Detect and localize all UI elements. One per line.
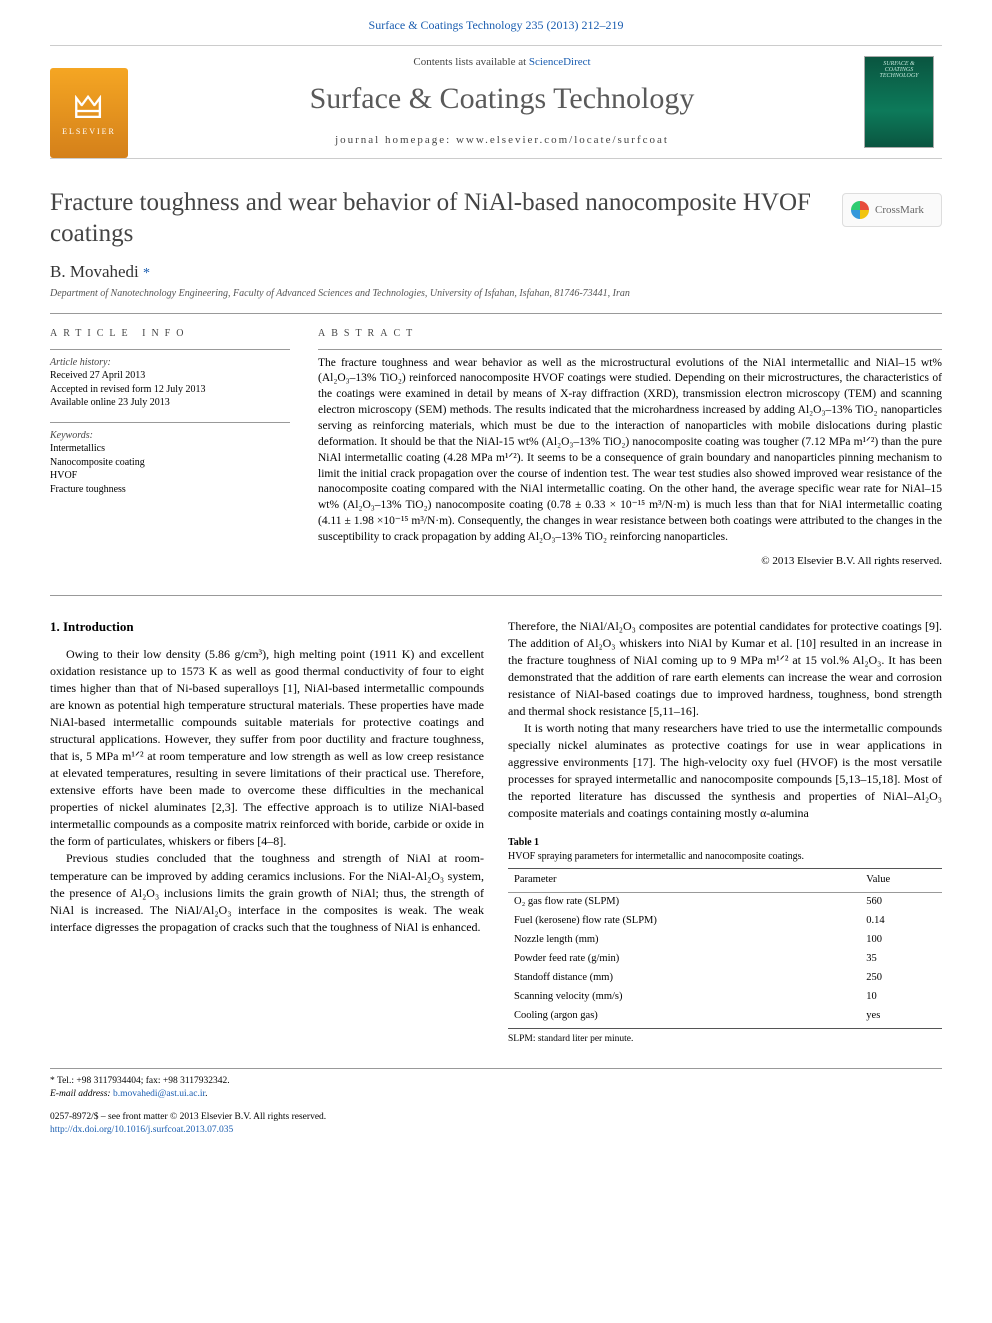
right-column: Therefore, the NiAl/Al₂O₃ composites are… <box>508 618 942 1046</box>
citation-header: Surface & Coatings Technology 235 (2013)… <box>0 0 992 45</box>
table1-note: SLPM: standard liter per minute. <box>508 1033 942 1046</box>
publisher-name: ELSEVIER <box>62 127 116 136</box>
table-row: Fuel (kerosene) flow rate (SLPM)0.14 <box>508 912 942 931</box>
email-line: E-mail address: b.movahedi@ast.ui.ac.ir. <box>50 1088 942 1101</box>
keyword: Nanocomposite coating <box>50 456 290 470</box>
paragraph: Owing to their low density (5.86 g/cm³),… <box>50 646 484 850</box>
table-cell-param: Standoff distance (mm) <box>508 969 860 988</box>
table1-label: Table 1 <box>508 837 539 848</box>
front-matter: 0257-8972/$ – see front matter © 2013 El… <box>50 1111 942 1124</box>
table-cell-param: Powder feed rate (g/min) <box>508 950 860 969</box>
author-name: B. Movahedi <box>50 262 139 281</box>
abstract-col: ABSTRACT The fracture toughness and wear… <box>318 328 942 581</box>
paragraph: Previous studies concluded that the toug… <box>50 850 484 935</box>
col-header: Value <box>860 869 942 893</box>
header-center: Contents lists available at ScienceDirec… <box>140 46 864 158</box>
contents-prefix: Contents lists available at <box>413 56 528 68</box>
homepage-line: journal homepage: www.elsevier.com/locat… <box>140 134 864 146</box>
doi-link[interactable]: http://dx.doi.org/10.1016/j.surfcoat.201… <box>50 1125 233 1135</box>
sciencedirect-link[interactable]: ScienceDirect <box>529 56 591 68</box>
crossmark-label: CrossMark <box>875 204 924 216</box>
article-info-label: ARTICLE INFO <box>50 328 290 339</box>
keyword: Intermetallics <box>50 442 290 456</box>
email-link[interactable]: b.movahedi@ast.ui.ac.ir <box>113 1089 205 1099</box>
left-column: 1. Introduction Owing to their low densi… <box>50 618 484 1046</box>
keyword: Fracture toughness <box>50 483 290 497</box>
table1-caption: Table 1 HVOF spraying parameters for int… <box>508 836 942 864</box>
journal-title: Surface & Coatings Technology <box>140 82 864 116</box>
journal-cover-thumb: SURFACE & COATINGS TECHNOLOGY <box>864 56 934 148</box>
body-columns: 1. Introduction Owing to their low densi… <box>50 618 942 1046</box>
keywords-label: Keywords: <box>50 429 290 443</box>
table-cell-value: yes <box>860 1007 942 1028</box>
affiliation: Department of Nanotechnology Engineering… <box>50 288 942 299</box>
received-date: Received 27 April 2013 <box>50 369 290 383</box>
table-header-row: Parameter Value <box>508 869 942 893</box>
crossmark-icon <box>851 201 869 219</box>
history-label: Article history: <box>50 356 290 370</box>
abstract-block: The fracture toughness and wear behavior… <box>318 349 942 569</box>
table-cell-value: 100 <box>860 931 942 950</box>
table-cell-value: 35 <box>860 950 942 969</box>
history-block: Article history: Received 27 April 2013 … <box>50 349 290 410</box>
citation-link[interactable]: Surface & Coatings Technology 235 (2013)… <box>369 18 624 32</box>
table-row: Scanning velocity (mm/s)10 <box>508 988 942 1007</box>
online-date: Available online 23 July 2013 <box>50 396 290 410</box>
abstract-label: ABSTRACT <box>318 328 942 339</box>
abstract-text: The fracture toughness and wear behavior… <box>318 356 942 546</box>
publisher-logo-box: 🜲 ELSEVIER <box>50 46 140 158</box>
cover-box: SURFACE & COATINGS TECHNOLOGY <box>864 46 942 158</box>
elsevier-logo: 🜲 ELSEVIER <box>50 68 128 158</box>
paragraph: It is worth noting that many researchers… <box>508 720 942 822</box>
meta-abstract-row: ARTICLE INFO Article history: Received 2… <box>50 328 942 581</box>
table-row: Standoff distance (mm)250 <box>508 969 942 988</box>
table-cell-param: Fuel (kerosene) flow rate (SLPM) <box>508 912 860 931</box>
divider <box>50 595 942 596</box>
col-header: Parameter <box>508 869 860 893</box>
divider <box>50 313 942 314</box>
table-row: Powder feed rate (g/min)35 <box>508 950 942 969</box>
section-heading: 1. Introduction <box>50 618 484 636</box>
elsevier-tree-icon: 🜲 <box>73 91 104 123</box>
crossmark-badge[interactable]: CrossMark <box>842 193 942 227</box>
corresponding-contact: * Tel.: +98 3117934404; fax: +98 3117932… <box>50 1075 942 1088</box>
article-head: CrossMark Fracture toughness and wear be… <box>50 187 942 299</box>
table-row: O₂ gas flow rate (SLPM)560 <box>508 893 942 912</box>
paragraph: Therefore, the NiAl/Al₂O₃ composites are… <box>508 618 942 720</box>
table-cell-value: 0.14 <box>860 912 942 931</box>
keywords-block: Keywords: Intermetallics Nanocomposite c… <box>50 422 290 497</box>
keyword: HVOF <box>50 469 290 483</box>
table-cell-param: Scanning velocity (mm/s) <box>508 988 860 1007</box>
accepted-date: Accepted in revised form 12 July 2013 <box>50 383 290 397</box>
contents-line: Contents lists available at ScienceDirec… <box>140 56 864 68</box>
table-cell-value: 10 <box>860 988 942 1007</box>
table-cell-param: O₂ gas flow rate (SLPM) <box>508 893 860 912</box>
table-cell-value: 250 <box>860 969 942 988</box>
table-row: Cooling (argon gas)yes <box>508 1007 942 1028</box>
table-cell-param: Nozzle length (mm) <box>508 931 860 950</box>
email-label: E-mail address: <box>50 1089 113 1099</box>
table1-caption-text: HVOF spraying parameters for intermetall… <box>508 851 804 862</box>
footer: * Tel.: +98 3117934404; fax: +98 3117932… <box>50 1068 942 1136</box>
authors: B. Movahedi * <box>50 262 942 282</box>
homepage-url: www.elsevier.com/locate/surfcoat <box>456 134 669 146</box>
table-row: Nozzle length (mm)100 <box>508 931 942 950</box>
table-cell-param: Cooling (argon gas) <box>508 1007 860 1028</box>
article-info-col: ARTICLE INFO Article history: Received 2… <box>50 328 290 581</box>
homepage-prefix: journal homepage: <box>335 134 456 146</box>
article-title: Fracture toughness and wear behavior of … <box>50 187 942 250</box>
table-cell-value: 560 <box>860 893 942 912</box>
corresponding-mark[interactable]: * <box>143 266 150 281</box>
table1: Parameter Value O₂ gas flow rate (SLPM)5… <box>508 868 942 1028</box>
abstract-copyright: © 2013 Elsevier B.V. All rights reserved… <box>318 554 942 569</box>
journal-header-band: 🜲 ELSEVIER Contents lists available at S… <box>50 45 942 159</box>
